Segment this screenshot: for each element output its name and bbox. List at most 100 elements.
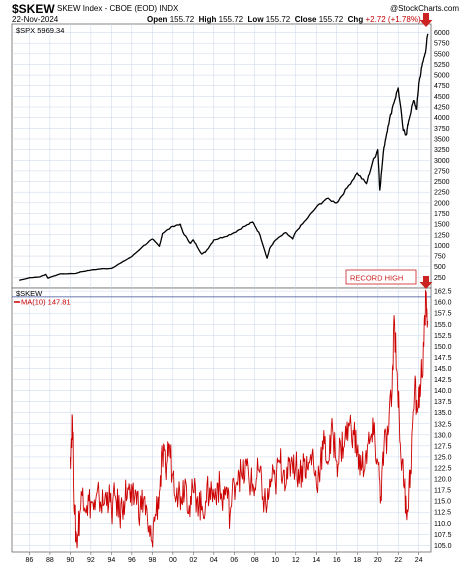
y-tick-label: 2000 [434, 200, 450, 207]
record-high-label: RECORD HIGH [350, 274, 403, 283]
spx-arrow-icon [419, 13, 433, 27]
y-tick-label: 112.5 [434, 510, 451, 517]
x-tick-label: 24 [415, 557, 423, 564]
symbol-description: SKEW Index - CBOE (EOD) INDX [57, 4, 179, 13]
chg-label: Chg [347, 15, 364, 24]
x-tick-label: 22 [394, 557, 402, 564]
x-tick-label: 08 [251, 557, 259, 564]
skew-arrow-icon [419, 276, 433, 289]
y-tick-label: 2250 [434, 190, 450, 197]
record-high-box [345, 269, 417, 285]
x-axis: 86 88 90 92 94 96 98 00 02 04 06 08 10 12 14 16 18 20 22 24 [26, 552, 423, 564]
y-tick-label: 135.0 [434, 410, 452, 417]
x-tick-label: 10 [271, 557, 279, 564]
y-tick-label: 160.0 [434, 300, 452, 307]
y-tick-label: 130.0 [434, 432, 452, 439]
x-tick-label: 96 [128, 557, 136, 564]
date-label: 22-Nov-2024 [12, 15, 59, 24]
spx-line [19, 33, 429, 281]
skew-line [69, 289, 429, 549]
y-tick-label: 125.0 [434, 454, 452, 461]
y-tick-label: 2750 [434, 168, 450, 175]
top-panel-frame [11, 23, 432, 289]
y-tick-label: 250 [434, 275, 446, 282]
x-tick-label: 14 [312, 557, 320, 564]
x-tick-label: 20 [374, 557, 382, 564]
y-tick-label: 3250 [434, 147, 450, 154]
y-tick-label: 110.0 [434, 521, 451, 528]
y-tick-label: 145.0 [434, 366, 452, 373]
x-tick-label: 98 [148, 557, 156, 564]
low-label: Low [247, 15, 264, 24]
x-tick-label: 02 [189, 557, 197, 564]
y-tick-label: 4750 [434, 83, 450, 90]
x-tick-label: 18 [353, 557, 361, 564]
y-tick-label: 105.0 [434, 543, 452, 550]
y-tick-label: 5500 [434, 51, 450, 58]
y-tick-label: 1250 [434, 232, 450, 239]
y-tick-label: 152.5 [434, 333, 452, 340]
y-tick-label: 4500 [434, 94, 450, 101]
x-tick-label: 94 [107, 557, 115, 564]
bottom-grid [12, 288, 431, 552]
y-tick-label: 115.0 [434, 499, 451, 506]
brand-label: @StockCharts.com [389, 4, 459, 13]
x-tick-label: 16 [333, 557, 341, 564]
y-tick-label: 4250 [434, 105, 450, 112]
skew-legend-symbol: $SKEW [16, 289, 43, 298]
spx-legend: $SPX 5969.34 [16, 26, 64, 35]
x-tick-label: 92 [87, 557, 95, 564]
y-tick-label: 140.0 [434, 388, 452, 395]
y-tick-label: 3750 [434, 126, 450, 133]
high-value: 155.72 [218, 15, 244, 24]
y-tick-label: 500 [434, 264, 446, 271]
y-tick-label: 142.5 [434, 377, 452, 384]
symbol-title: $SKEW [12, 2, 55, 16]
y-tick-label: 137.5 [434, 399, 452, 406]
skew-series [69, 289, 429, 549]
y-tick-label: 5250 [434, 62, 450, 69]
y-tick-label: 157.5 [434, 311, 452, 318]
y-tick-label: 127.5 [434, 443, 452, 450]
bottom-panel-frame [11, 287, 432, 553]
y-tick-label: 122.5 [434, 465, 452, 472]
close-value: 155.72 [318, 15, 344, 24]
y-tick-label: 5000 [434, 73, 450, 80]
y-tick-label: 750 [434, 254, 446, 261]
y-tick-label: 3000 [434, 158, 450, 165]
high-label: High [198, 15, 217, 24]
y-tick-label: 1500 [434, 222, 450, 229]
low-value: 155.72 [265, 15, 291, 24]
y-tick-label: 1750 [434, 211, 450, 218]
skew-legend-ma: MA(10) 147.81 [21, 298, 71, 307]
y-tick-label: 155.0 [434, 322, 452, 329]
y-tick-label: 1000 [434, 243, 450, 250]
chg-value: +2.72 (+1.78%) [365, 15, 421, 24]
open-label: Open [147, 15, 168, 24]
y-tick-label: 2500 [434, 179, 450, 186]
ohlc-readout: Open 155.72 High 155.72 Low 155.72 Close… [147, 15, 421, 24]
open-value: 155.72 [169, 15, 195, 24]
top-y-axis: 250 500 750 1000 1250 1500 1750 2000 2250 2500 275… [434, 30, 450, 282]
y-tick-label: 107.5 [434, 532, 452, 539]
x-tick-label: 04 [210, 557, 218, 564]
spx-series [19, 33, 429, 281]
y-tick-label: 132.5 [434, 421, 452, 428]
y-tick-label: 147.5 [434, 355, 452, 362]
close-label: Close [294, 15, 317, 24]
y-tick-label: 162.5 [434, 289, 452, 296]
y-tick-label: 4000 [434, 115, 450, 122]
x-tick-label: 86 [26, 557, 34, 564]
x-tick-label: 00 [169, 557, 177, 564]
x-tick-label: 12 [292, 557, 300, 564]
y-tick-label: 150.0 [434, 344, 452, 351]
y-tick-label: 3500 [434, 136, 450, 143]
x-tick-label: 90 [66, 557, 74, 564]
x-tick-label: 06 [230, 557, 238, 564]
y-tick-label: 117.5 [434, 488, 451, 495]
y-tick-label: 5750 [434, 41, 450, 48]
bottom-y-axis: 105.0 107.5 110.0 112.5 115.0 117.5 120.0 122.5… [434, 289, 452, 550]
x-tick-label: 88 [46, 557, 54, 564]
